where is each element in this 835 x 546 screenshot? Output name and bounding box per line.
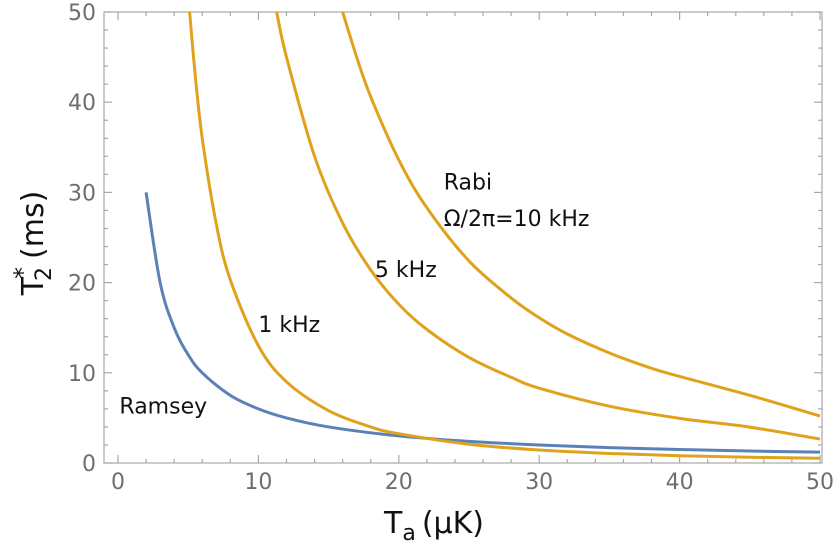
annotation-label: 1 kHz xyxy=(258,313,320,338)
annotation-label: Ω/2π=10 kHz xyxy=(444,207,590,232)
x-tick-label: 30 xyxy=(525,470,553,495)
x-tick-label: 10 xyxy=(244,470,272,495)
x-tick-label: 20 xyxy=(385,470,413,495)
y-tick-label: 40 xyxy=(68,91,96,116)
series-line-2 xyxy=(275,11,821,441)
curves xyxy=(144,11,821,460)
x-tick-label: 0 xyxy=(111,470,125,495)
y-tick-label: 30 xyxy=(68,181,96,206)
x-axis-title: Ta (μK) xyxy=(383,506,484,546)
x-tick-label: 50 xyxy=(806,470,834,495)
y-tick-label: 50 xyxy=(68,1,96,26)
y-tick-label: 0 xyxy=(82,452,96,477)
series-line-3 xyxy=(341,11,821,418)
annotation-label: Rabi xyxy=(444,171,492,196)
series-line-1 xyxy=(188,11,821,460)
x-tick-label: 40 xyxy=(666,470,694,495)
y-tick-label: 20 xyxy=(68,272,96,297)
axis-ticks: 0 10 20 30 40 50 0 10 20 30 40 50 xyxy=(68,1,834,495)
annotations: Ramsey 1 kHz 5 kHz Rabi Ω/2π=10 kHz xyxy=(119,171,589,420)
y-tick-label: 10 xyxy=(68,362,96,387)
y-axis-title: T*2(ms) xyxy=(9,191,57,297)
annotation-label: 5 kHz xyxy=(375,258,437,283)
plot-frame xyxy=(103,11,823,464)
series-line-0 xyxy=(144,192,821,454)
plot-frame-box xyxy=(103,11,823,464)
annotation-label: Ramsey xyxy=(119,394,207,419)
